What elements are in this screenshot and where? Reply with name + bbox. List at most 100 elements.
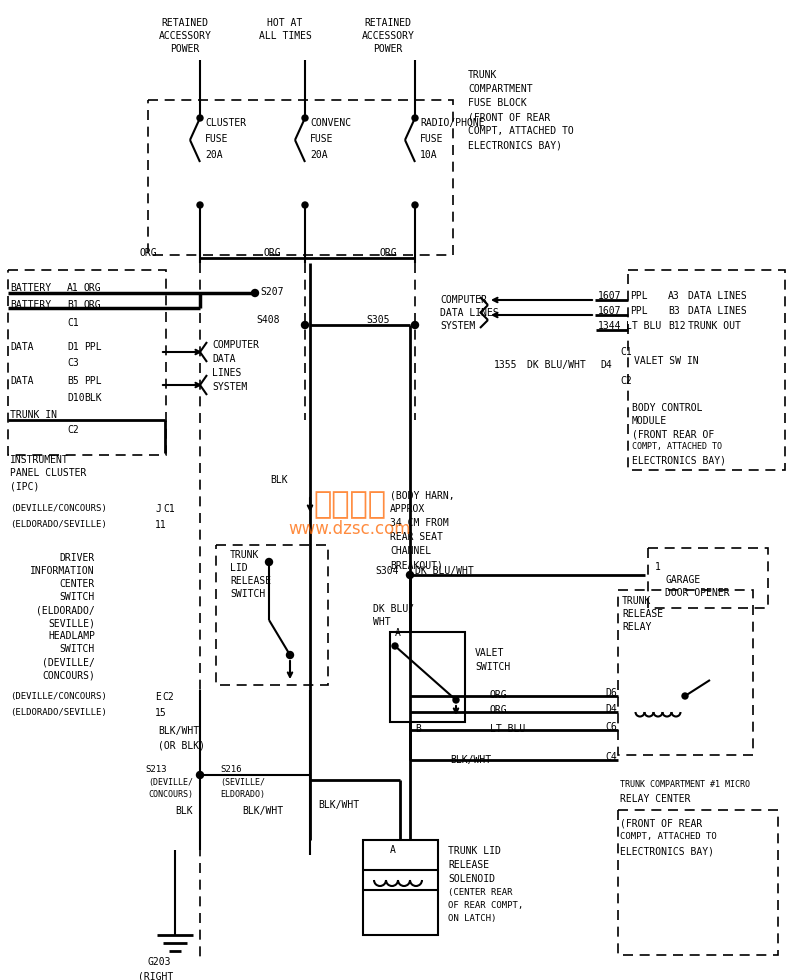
Text: WHT: WHT	[373, 617, 390, 627]
Text: (FRONT OF REAR: (FRONT OF REAR	[620, 818, 702, 828]
Text: (FRONT OF REAR: (FRONT OF REAR	[468, 112, 550, 122]
Text: B12: B12	[668, 321, 686, 331]
Text: APPROX: APPROX	[390, 504, 426, 514]
Text: FUSE: FUSE	[310, 134, 334, 144]
Text: C6: C6	[605, 722, 617, 732]
Text: SWITCH: SWITCH	[60, 592, 95, 602]
Text: (FRONT REAR OF: (FRONT REAR OF	[632, 429, 714, 439]
Text: 1355: 1355	[494, 360, 518, 370]
Text: TRUNK: TRUNK	[468, 70, 498, 80]
Text: BREAKOUT): BREAKOUT)	[390, 560, 443, 570]
Text: SOLENOID: SOLENOID	[448, 874, 495, 884]
Text: TRUNK LID: TRUNK LID	[448, 846, 501, 856]
Text: DK BLU/WHT: DK BLU/WHT	[415, 566, 474, 576]
Text: 1: 1	[655, 562, 661, 572]
Text: DK BLU/WHT: DK BLU/WHT	[527, 360, 586, 370]
Text: (ELDORADO/SEVILLE): (ELDORADO/SEVILLE)	[10, 520, 106, 529]
Text: (DEVILLE/: (DEVILLE/	[148, 778, 193, 787]
Text: (DEVILLE/CONCOURS): (DEVILLE/CONCOURS)	[10, 504, 106, 513]
Bar	[148, 100, 453, 255]
Text: BATTERY: BATTERY	[10, 283, 51, 293]
Bar	[618, 810, 778, 955]
Text: CHANNEL: CHANNEL	[390, 546, 431, 556]
Text: PPL: PPL	[630, 291, 648, 301]
Text: www.dzsc.com: www.dzsc.com	[289, 520, 411, 538]
Text: D4: D4	[605, 704, 617, 714]
Text: BODY CONTROL: BODY CONTROL	[632, 403, 702, 413]
Text: 11: 11	[155, 520, 166, 530]
Text: RELAY CENTER: RELAY CENTER	[620, 794, 690, 804]
Text: ORG: ORG	[490, 705, 508, 715]
Text: TRUNK IN: TRUNK IN	[10, 410, 57, 420]
Circle shape	[392, 643, 398, 649]
Text: ORG: ORG	[263, 248, 281, 258]
Text: BLK: BLK	[84, 393, 102, 403]
Text: FUSE: FUSE	[420, 134, 443, 144]
Circle shape	[302, 321, 309, 328]
Circle shape	[406, 571, 414, 578]
Bar	[618, 590, 753, 755]
Text: G203: G203	[148, 957, 171, 967]
Text: ELDORADO): ELDORADO)	[220, 790, 265, 799]
Text: S213: S213	[145, 765, 166, 774]
Text: POWER: POWER	[374, 44, 402, 54]
Circle shape	[266, 559, 273, 565]
Circle shape	[302, 115, 308, 121]
Text: ORG: ORG	[490, 690, 508, 700]
Text: RETAINED: RETAINED	[365, 18, 411, 28]
Text: CENTER: CENTER	[60, 579, 95, 589]
Text: 20A: 20A	[310, 150, 328, 160]
Text: ALL TIMES: ALL TIMES	[258, 31, 311, 41]
Text: S305: S305	[366, 315, 390, 325]
Text: COMPUTER: COMPUTER	[212, 340, 259, 350]
Text: CONCOURS): CONCOURS)	[148, 790, 193, 799]
Text: B5: B5	[67, 376, 78, 386]
Text: HOT AT: HOT AT	[267, 18, 302, 28]
Text: RELAY: RELAY	[622, 622, 651, 632]
Text: C1: C1	[67, 318, 78, 328]
Text: B3: B3	[668, 306, 680, 316]
Text: SYSTEM: SYSTEM	[440, 321, 475, 331]
Text: C1: C1	[163, 504, 174, 514]
Bar	[648, 548, 768, 608]
Text: SYSTEM: SYSTEM	[212, 382, 247, 392]
Text: PPL: PPL	[84, 342, 102, 352]
Text: OF REAR COMPT,: OF REAR COMPT,	[448, 901, 523, 910]
Circle shape	[411, 321, 418, 328]
Text: DOOR OPENER: DOOR OPENER	[665, 588, 730, 598]
Text: S304: S304	[375, 566, 398, 576]
Text: GARAGE: GARAGE	[665, 575, 700, 585]
Text: LINES: LINES	[212, 368, 242, 378]
Text: B: B	[415, 724, 421, 734]
Bar	[216, 545, 328, 685]
Text: SWITCH: SWITCH	[230, 589, 266, 599]
Text: (DEVILLE/: (DEVILLE/	[42, 657, 95, 667]
Text: D1: D1	[67, 342, 78, 352]
Text: DATA LINES: DATA LINES	[688, 306, 746, 316]
Text: (IPC): (IPC)	[10, 481, 39, 491]
Text: BLK/WHT: BLK/WHT	[450, 755, 491, 765]
Text: E: E	[155, 692, 161, 702]
Text: A: A	[390, 845, 396, 855]
Text: (ELDORADO/: (ELDORADO/	[36, 605, 95, 615]
Text: BLK: BLK	[270, 475, 288, 485]
Text: (OR BLK): (OR BLK)	[158, 740, 205, 750]
Circle shape	[412, 115, 418, 121]
Text: (SEVILLE/: (SEVILLE/	[220, 778, 265, 787]
Text: ORG: ORG	[139, 248, 157, 258]
Text: SEVILLE): SEVILLE)	[48, 618, 95, 628]
Text: LID: LID	[230, 563, 248, 573]
Text: BLK/WHT: BLK/WHT	[242, 806, 283, 816]
Text: (CENTER REAR: (CENTER REAR	[448, 888, 513, 897]
Circle shape	[197, 115, 203, 121]
Text: RELEASE: RELEASE	[622, 609, 663, 619]
Text: BLK: BLK	[175, 806, 193, 816]
Text: DATA LINES: DATA LINES	[440, 308, 498, 318]
Text: SWITCH: SWITCH	[475, 662, 510, 672]
Bar	[390, 632, 465, 722]
Text: (DEVILLE/CONCOURS): (DEVILLE/CONCOURS)	[10, 692, 106, 701]
Text: C2: C2	[162, 692, 174, 702]
Text: BLK/WHT: BLK/WHT	[318, 800, 359, 810]
Text: BLK/WHT: BLK/WHT	[158, 726, 199, 736]
Text: 15: 15	[155, 708, 166, 718]
